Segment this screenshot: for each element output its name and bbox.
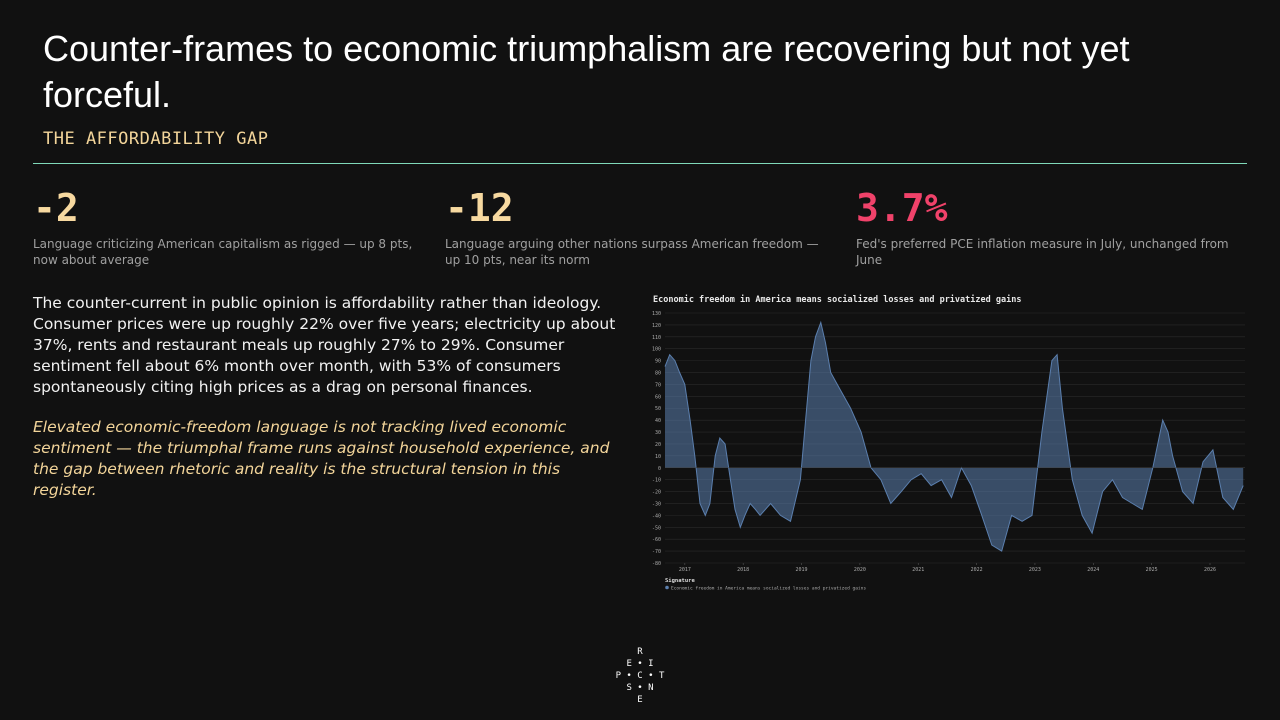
title: Counter-frames to economic triumphalism … (43, 28, 1130, 115)
x-tick-label: 2023 (1029, 567, 1041, 573)
stat-value: -12 (445, 186, 514, 230)
x-tick-label: 2020 (854, 567, 866, 573)
logo-row: R (610, 646, 670, 658)
y-tick-label: 110 (652, 335, 661, 341)
stat-text: Language criticizing American capitalism… (33, 237, 413, 267)
x-tick-label: 2022 (971, 567, 983, 573)
y-tick-label: 100 (652, 347, 661, 353)
subtitle: THE AFFORDABILITY GAP (43, 129, 269, 149)
y-tick-label: -20 (652, 490, 661, 496)
logo-letter: I (648, 659, 654, 669)
y-tick-label: 130 (652, 311, 661, 317)
divider (33, 163, 1247, 164)
logo-dot: • (631, 683, 649, 693)
logo-dot: • (642, 671, 659, 681)
x-tick-label: 2019 (796, 567, 808, 573)
legend-title: Signature (665, 578, 695, 584)
y-tick-label: -80 (652, 561, 661, 567)
logo-letter: T (658, 671, 665, 681)
y-tick-label: 70 (655, 382, 661, 388)
y-tick-label: -10 (652, 478, 661, 484)
area-fill (665, 322, 1244, 552)
y-tick-label: 90 (655, 359, 661, 365)
logo-row: P • C • T (610, 670, 670, 682)
chart: Economic freedom in America means social… (652, 294, 1245, 592)
y-tick-label: -40 (652, 513, 661, 519)
area-line (664, 320, 1244, 552)
y-tick-label: 50 (655, 406, 661, 412)
chart-title: Economic freedom in America means social… (653, 294, 1021, 305)
y-tick-label: 120 (652, 323, 661, 329)
logo-letter: E (626, 659, 632, 669)
y-tick-label: -70 (652, 549, 661, 555)
legend-label: Economic freedom in America means social… (671, 586, 866, 592)
y-tick-label: -50 (652, 525, 661, 531)
stat-value: -2 (33, 186, 79, 230)
logo-letter: P (615, 671, 622, 681)
y-tick-label: 40 (655, 418, 661, 424)
logo-dot: • (631, 659, 649, 669)
logo-dot: • (621, 671, 638, 681)
x-tick-label: 2025 (1146, 567, 1158, 573)
y-tick-label: 0 (658, 466, 661, 472)
x-tick-label: 2021 (912, 567, 924, 573)
y-tick-label: 20 (655, 442, 661, 448)
y-tick-label: -60 (652, 537, 661, 543)
logo-row: E (610, 694, 670, 706)
y-tick-label: 10 (655, 454, 661, 460)
logo-letter: S (626, 683, 632, 693)
body-paragraph: The counter-current in public opinion is… (33, 294, 616, 396)
y-tick-label: 30 (655, 430, 661, 436)
logo-letter: C (637, 671, 643, 681)
y-tick-label: 80 (655, 371, 661, 377)
logo-row: E • I (610, 658, 670, 670)
logo-letter: R (637, 647, 643, 657)
y-tick-label: 60 (655, 394, 661, 400)
logo-row: S • N (610, 682, 670, 694)
legend-swatch (665, 585, 669, 590)
body-note: Elevated economic-freedom language is no… (33, 418, 610, 499)
x-tick-label: 2018 (737, 567, 749, 573)
x-tick-label: 2026 (1204, 567, 1216, 573)
stat-text: Fed's preferred PCE inflation measure in… (856, 237, 1229, 267)
stat-text: Language arguing other nations surpass A… (445, 237, 819, 267)
stat-value: 3.7% (856, 186, 948, 230)
logo-letter: E (637, 695, 643, 705)
logo-letter: N (648, 683, 654, 693)
x-tick-label: 2017 (679, 567, 691, 573)
x-tick-label: 2024 (1087, 567, 1099, 573)
y-tick-label: -30 (652, 501, 661, 507)
